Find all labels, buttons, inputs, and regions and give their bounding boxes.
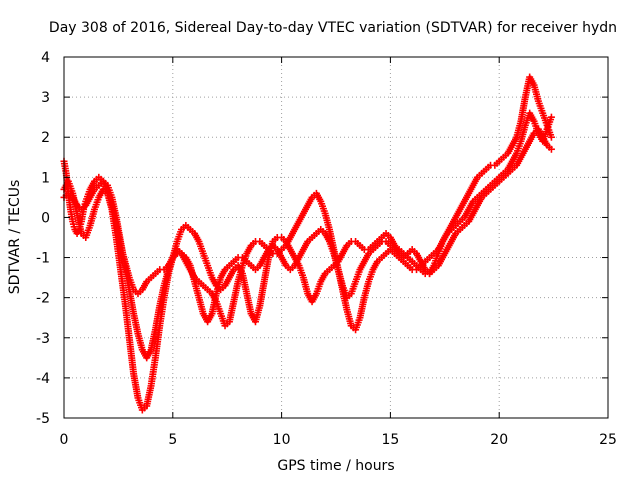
data-point	[547, 113, 555, 121]
y-tick-label: 4	[41, 50, 50, 66]
y-tick-label: -1	[36, 251, 50, 267]
data-point	[547, 133, 555, 141]
x-tick-label: 20	[490, 432, 508, 448]
grid-lines	[64, 57, 608, 418]
x-axis-label: GPS time / hours	[277, 458, 394, 474]
y-tick-label: -4	[36, 371, 50, 387]
y-tick-label: 0	[41, 210, 50, 226]
plot-frame	[63, 56, 609, 419]
y-axis-label: SDTVAR / TECUs	[7, 180, 23, 295]
x-tick-label: 5	[168, 432, 177, 448]
x-tick-label: 0	[60, 432, 69, 448]
y-tick-label: 1	[41, 170, 50, 186]
tick-labels: 0 5 10 15 20 25 -5 -4 -3 -2 -1 0 1 2 3 4	[36, 50, 617, 448]
chart-title: Day 308 of 2016, Sidereal Day-to-day VTE…	[49, 20, 617, 36]
y-tick-label: 2	[41, 130, 50, 146]
x-tick-label: 25	[599, 432, 617, 448]
axis-ticks	[63, 56, 609, 419]
x-tick-label: 15	[381, 432, 399, 448]
x-tick-label: 10	[273, 432, 291, 448]
y-tick-label: -5	[36, 411, 50, 427]
data-points	[60, 73, 555, 414]
y-tick-label: 3	[41, 90, 50, 106]
data-point	[547, 145, 555, 153]
y-tick-label: -3	[36, 331, 50, 347]
y-tick-label: -2	[36, 291, 50, 307]
